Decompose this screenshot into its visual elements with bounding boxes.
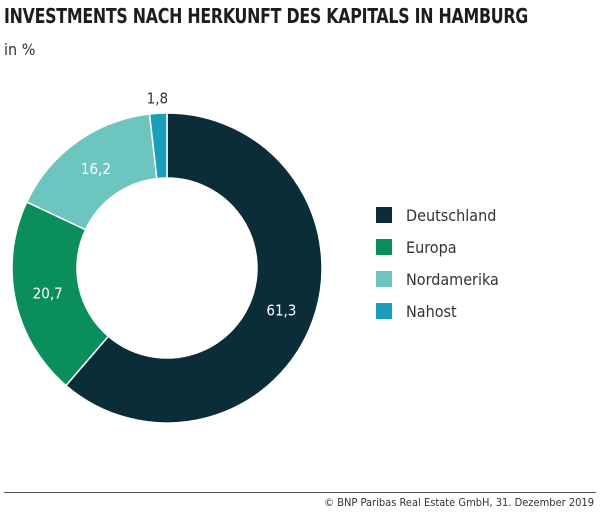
source-note: © BNP Paribas Real Estate GmbH, 31. Deze… — [324, 496, 594, 509]
slice-nahost — [148, 112, 168, 180]
footer-divider — [4, 492, 596, 493]
legend-item: Deutschland — [376, 199, 499, 231]
slice-deutschland — [64, 112, 323, 424]
legend-label: Europa — [406, 237, 457, 257]
legend-label: Deutschland — [406, 205, 497, 225]
data-label: 1,8 — [147, 89, 168, 107]
legend-swatch — [376, 303, 392, 319]
legend: Deutschland Europa Nordamerika Nahost — [376, 199, 499, 327]
slice-europa — [11, 201, 110, 387]
legend-swatch — [376, 239, 392, 255]
data-label: 61,3 — [266, 301, 296, 319]
legend-item: Nordamerika — [376, 263, 499, 295]
legend-label: Nordamerika — [406, 269, 499, 289]
legend-item: Nahost — [376, 295, 499, 327]
legend-item: Europa — [376, 231, 499, 263]
legend-swatch — [376, 271, 392, 287]
chart-subtitle: in % — [4, 40, 36, 59]
data-label: 16,2 — [81, 160, 111, 178]
legend-swatch — [376, 207, 392, 223]
legend-label: Nahost — [406, 301, 457, 321]
data-label: 20,7 — [33, 284, 63, 302]
chart-title: INVESTMENTS NACH HERKUNFT DES KAPITALS I… — [4, 4, 528, 28]
